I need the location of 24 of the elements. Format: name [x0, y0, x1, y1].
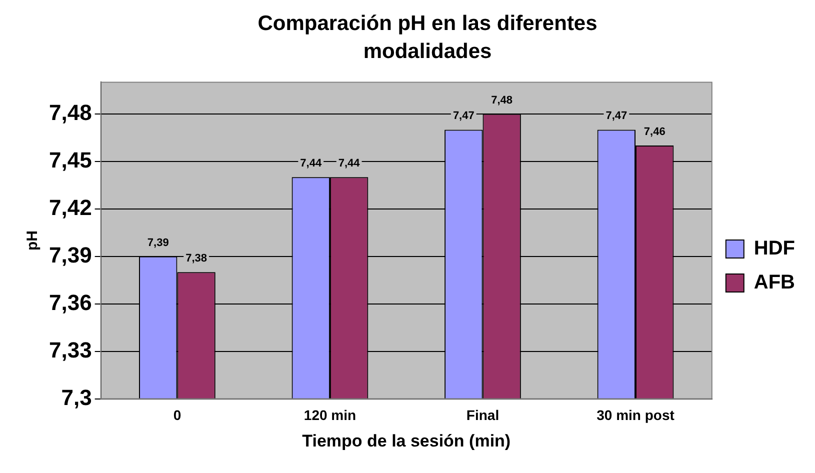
y-tick-label: 7,39 — [48, 242, 92, 268]
x-tick-label: Final — [466, 407, 500, 424]
legend-label: HDF — [754, 238, 796, 260]
x-axis-title: Tiempo de la sesión (min) — [302, 431, 511, 450]
y-tick-label: 7,48 — [48, 100, 92, 125]
y-tick-label: 7,3 — [61, 384, 92, 410]
y-tick-label: 7,36 — [48, 290, 92, 315]
x-tick-label: 30 min post — [596, 407, 675, 424]
data-label: 7,48 — [491, 94, 513, 106]
x-tick-label: 0 — [173, 407, 182, 424]
data-label: 7,46 — [644, 126, 666, 138]
x-tick-label: 120 min — [304, 407, 356, 424]
data-label: 7,47 — [606, 110, 628, 122]
chart-title: Comparación pH en las diferentes modalidades — [256, 11, 598, 65]
y-tick-label: 7,33 — [48, 337, 92, 362]
data-label: 7,44 — [338, 158, 361, 170]
y-tick-label: 7,45 — [48, 147, 92, 172]
legend-label: AFB — [754, 272, 796, 294]
data-label: 7,38 — [186, 252, 208, 265]
y-axis-title: pH — [24, 230, 42, 250]
data-label: 7,39 — [147, 236, 169, 249]
data-label: 7,47 — [452, 110, 474, 122]
y-tick-label: 7,42 — [48, 194, 92, 220]
data-label: 7,44 — [300, 158, 322, 170]
